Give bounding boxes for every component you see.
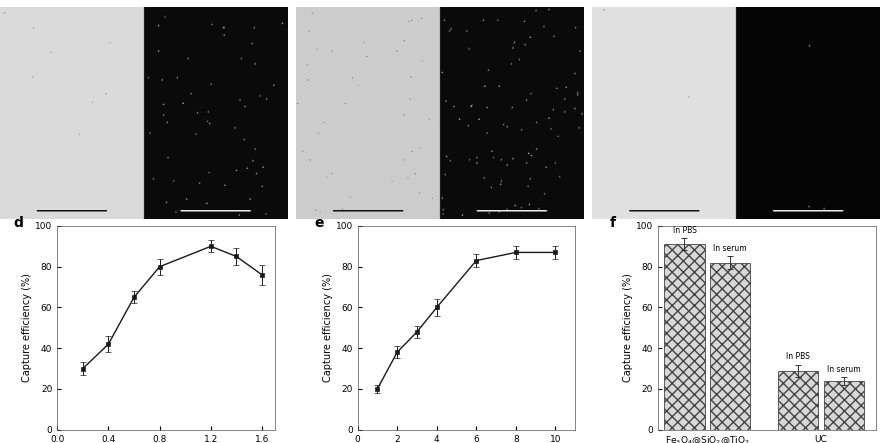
Text: b: b [290,0,300,2]
Bar [710,263,751,430]
Text: In serum: In serum [827,365,861,374]
Y-axis label: Capture efficiency (%): Capture efficiency (%) [323,273,333,382]
Y-axis label: Capture efficiency (%): Capture efficiency (%) [623,273,633,382]
Text: c: c [587,0,595,2]
Text: In PBS: In PBS [786,353,810,361]
Bar [664,244,705,430]
Text: e: e [314,216,324,230]
Text: a: a [0,0,4,2]
Text: f: f [610,216,616,230]
Bar [778,371,818,430]
Text: d: d [14,216,24,230]
Text: In serum: In serum [714,245,747,253]
Y-axis label: Capture efficiency (%): Capture efficiency (%) [22,273,33,382]
Bar [824,381,864,430]
Text: In PBS: In PBS [672,226,696,235]
